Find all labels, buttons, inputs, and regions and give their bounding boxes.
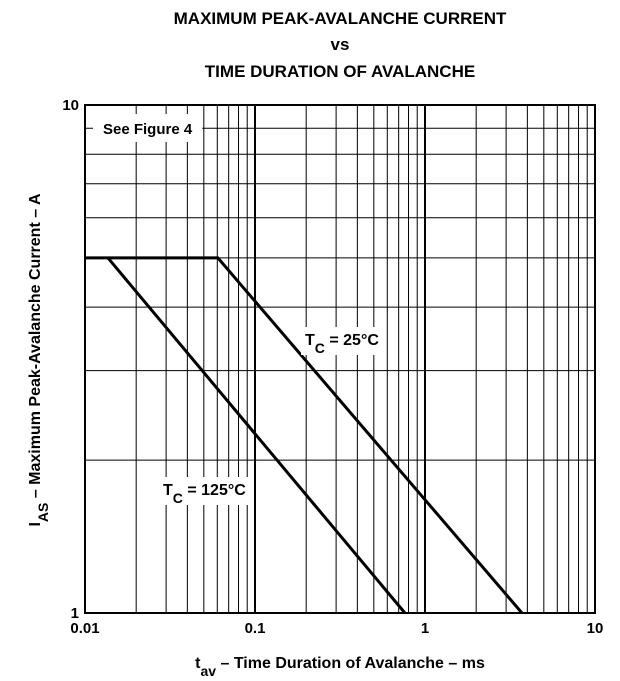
- y-axis-label: IAS – Maximum Peak-Avalanche Current – A: [27, 193, 51, 527]
- series-line: [85, 256, 524, 614]
- series-label: TC = 125°C: [163, 482, 246, 506]
- x-tick-label: 10: [587, 620, 604, 637]
- x-tick-label: 0.01: [70, 620, 99, 637]
- y-tick-label: 10: [62, 97, 79, 114]
- series-label: TC = 25°C: [305, 332, 379, 356]
- chart-title: TIME DURATION OF AVALANCHE: [205, 62, 475, 81]
- label-background: [159, 477, 250, 505]
- label-background: [301, 327, 383, 355]
- y-label-sub: AS: [35, 503, 51, 522]
- chart-title: vs: [331, 35, 350, 54]
- series-label-sub: C: [315, 340, 325, 356]
- annotation-background: [93, 114, 203, 142]
- x-label-base: t: [195, 655, 201, 672]
- x-label-rest: – Time Duration of Avalanche – ms: [216, 655, 485, 672]
- grid: [84, 104, 596, 614]
- series-label-base: T: [163, 482, 173, 499]
- series-label-sub: C: [173, 490, 183, 506]
- series-label-base: T: [305, 332, 315, 349]
- annotation: See Figure 4: [103, 121, 193, 138]
- chart-title: MAXIMUM PEAK-AVALANCHE CURRENT: [174, 9, 507, 28]
- x-tick-label: 1: [421, 620, 429, 637]
- series-label-rest: = 125°C: [183, 482, 246, 499]
- lines: [85, 256, 524, 614]
- x-axis-label: tav – Time Duration of Avalanche – ms: [195, 655, 485, 679]
- x-label-sub: av: [200, 663, 216, 679]
- y-label-rest: – Maximum Peak-Avalanche Current – A: [27, 193, 44, 503]
- x-tick-label: 0.1: [245, 620, 266, 637]
- series-line: [106, 256, 407, 614]
- y-tick-label: 1: [71, 605, 79, 622]
- series-label-rest: = 25°C: [325, 332, 379, 349]
- plot-frame: [84, 104, 596, 614]
- y-label-base: I: [27, 522, 44, 526]
